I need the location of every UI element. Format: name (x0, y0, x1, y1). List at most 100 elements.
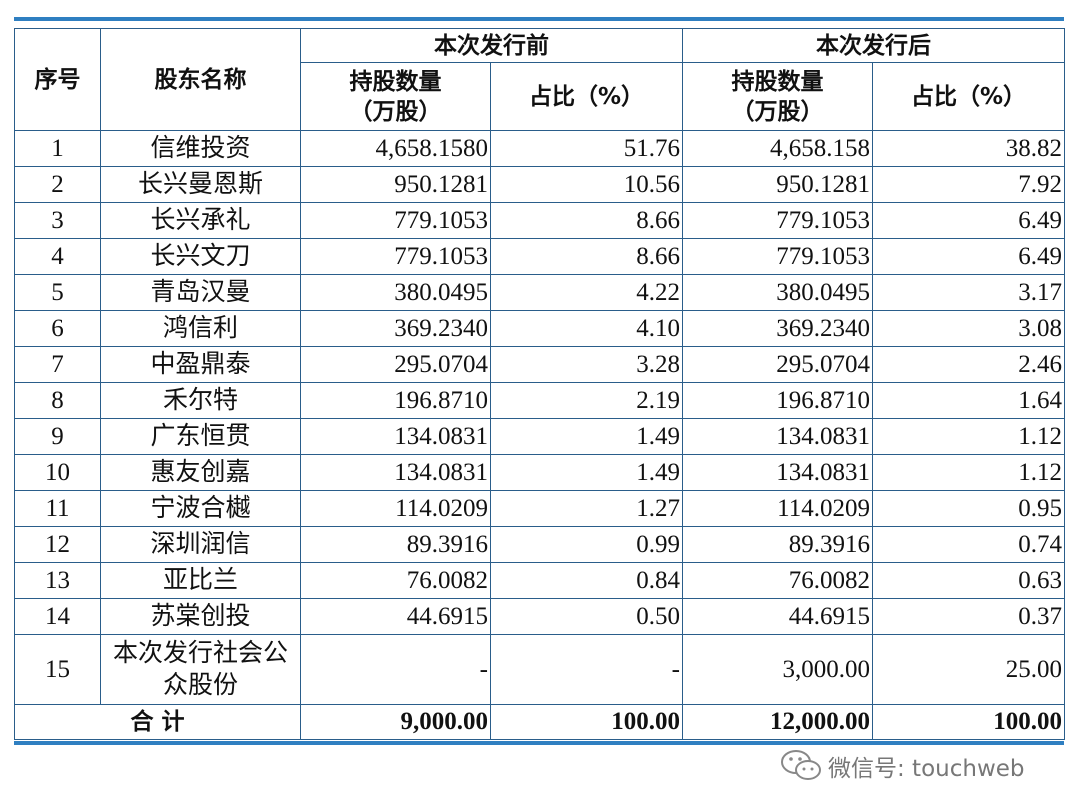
number-cell: 3.08 (872, 310, 1065, 347)
seq-cell: 9 (14, 418, 101, 455)
number-cell: - (490, 634, 683, 705)
header-cell: 持股数量 （万股） (682, 62, 873, 131)
header-cell: 占比（%） (872, 62, 1065, 131)
data-row: 10 惠友创嘉 134.0831 1.49 134.0831 1.12 (14, 454, 1065, 491)
number-cell: 0.84 (490, 562, 683, 599)
name-cell: 广东恒贯 (100, 418, 301, 455)
number-cell: 6.49 (872, 202, 1065, 239)
number-cell: 380.0495 (682, 274, 873, 311)
header-row: 序号 股东名称 本次发行前 本次发行后 (14, 28, 1065, 131)
data-row: 3 长兴承礼 779.1053 8.66 779.1053 6.49 (14, 202, 1065, 239)
watermark-text: 微信号: touchweb (828, 756, 1025, 782)
number-cell: 295.0704 (300, 346, 491, 383)
number-cell: 196.8710 (682, 382, 873, 419)
number-cell: 134.0831 (300, 454, 491, 491)
number-cell: 1.49 (490, 454, 683, 491)
number-cell: 8.66 (490, 238, 683, 275)
data-row: 6 鸿信利 369.2340 4.10 369.2340 3.08 (14, 310, 1065, 347)
total-cell: 9,000.00 (300, 704, 491, 740)
data-row: 14 苏棠创投 44.6915 0.50 44.6915 0.37 (14, 598, 1065, 635)
number-cell: 369.2340 (300, 310, 491, 347)
name-cell: 长兴曼恩斯 (100, 166, 301, 203)
number-cell: 89.3916 (300, 526, 491, 563)
number-cell: 950.1281 (682, 166, 873, 203)
data-row: 4 长兴文刀 779.1053 8.66 779.1053 6.49 (14, 238, 1065, 275)
name-cell: 苏棠创投 (100, 598, 301, 635)
number-cell: 950.1281 (300, 166, 491, 203)
number-cell: 1.64 (872, 382, 1065, 419)
number-cell: 4,658.1580 (300, 130, 491, 167)
number-cell: 44.6915 (682, 598, 873, 635)
number-cell: 134.0831 (682, 418, 873, 455)
data-row: 15 本次发行社会公众股份 - -3,000.00 25.00 (14, 634, 1065, 705)
number-cell: 0.95 (872, 490, 1065, 527)
header-line: 持股数量 (731, 68, 824, 95)
header-cell: 占比（%） (490, 62, 683, 131)
number-cell: 44.6915 (300, 598, 491, 635)
seq-cell: 12 (14, 526, 101, 563)
number-cell: 779.1053 (300, 202, 491, 239)
bottom-rule (14, 741, 1064, 745)
number-cell: - (300, 634, 491, 705)
number-cell: 2.46 (872, 346, 1065, 383)
seq-cell: 4 (14, 238, 101, 275)
data-row: 5 青岛汉曼 380.0495 4.22 380.0495 3.17 (14, 274, 1065, 311)
total-cell: 100.00 (872, 704, 1065, 740)
number-cell: 4.10 (490, 310, 683, 347)
name-cell: 本次发行社会公众股份 (100, 634, 301, 705)
number-cell: 369.2340 (682, 310, 873, 347)
number-cell: 10.56 (490, 166, 683, 203)
number-cell: 4.22 (490, 274, 683, 311)
header-line: （万股） (349, 98, 442, 125)
seq-cell: 3 (14, 202, 101, 239)
data-row: 12 深圳润信 89.3916 0.99 89.3916 0.74 (14, 526, 1065, 563)
number-cell: 3,000.00 (682, 634, 873, 705)
number-cell: 3.17 (872, 274, 1065, 311)
number-cell: 0.99 (490, 526, 683, 563)
data-row: 13 亚比兰 76.0082 0.84 76.0082 0.63 (14, 562, 1065, 599)
number-cell: 779.1053 (682, 202, 873, 239)
data-row: 7 中盈鼎泰 295.0704 3.28 295.0704 2.46 (14, 346, 1065, 383)
shareholding-table: 序号 股东名称 本次发行前 本次发行后 持股数量 （万股） 占比（%） 持股数量 （万股） 占比（… (14, 28, 1065, 740)
number-cell: 38.82 (872, 130, 1065, 167)
name-cell: 青岛汉曼 (100, 274, 301, 311)
seq-cell: 1 (14, 130, 101, 167)
name-cell: 长兴承礼 (100, 202, 301, 239)
total-cell: 12,000.00 (682, 704, 873, 740)
number-cell: 779.1053 (300, 238, 491, 275)
name-cell: 惠友创嘉 (100, 454, 301, 491)
number-cell: 114.0209 (300, 490, 491, 527)
number-cell: 114.0209 (682, 490, 873, 527)
name-cell: 鸿信利 (100, 310, 301, 347)
number-cell: 25.00 (872, 634, 1065, 705)
data-row: 11 宁波合樾 114.0209 1.27 114.0209 0.95 (14, 490, 1065, 527)
number-cell: 196.8710 (300, 382, 491, 419)
seq-cell: 2 (14, 166, 101, 203)
wechat-icon (781, 750, 821, 780)
number-cell: 0.63 (872, 562, 1065, 599)
name-cell: 深圳润信 (100, 526, 301, 563)
data-row: 8 禾尔特 196.8710 2.19 196.8710 1.64 (14, 382, 1065, 419)
seq-cell: 11 (14, 490, 101, 527)
header-line: 持股数量 (349, 68, 442, 95)
number-cell: 295.0704 (682, 346, 873, 383)
seq-cell: 6 (14, 310, 101, 347)
number-cell: 1.12 (872, 454, 1065, 491)
data-row: 1 信维投资 4,658.1580 51.76 4,658.158 38.82 (14, 130, 1065, 167)
name-cell: 禾尔特 (100, 382, 301, 419)
number-cell: 76.0082 (682, 562, 873, 599)
header-group: 本次发行前 (300, 28, 683, 63)
number-cell: 1.49 (490, 418, 683, 455)
name-cell: 宁波合樾 (100, 490, 301, 527)
number-cell: 779.1053 (682, 238, 873, 275)
seq-cell: 7 (14, 346, 101, 383)
header-line: （万股） (731, 98, 824, 125)
number-cell: 3.28 (490, 346, 683, 383)
number-cell: 89.3916 (682, 526, 873, 563)
number-cell: 0.50 (490, 598, 683, 635)
name-cell: 中盈鼎泰 (100, 346, 301, 383)
data-row: 2 长兴曼恩斯 950.1281 10.56 950.1281 7.92 (14, 166, 1065, 203)
header-line: 占比（%） (910, 83, 1027, 110)
seq-cell: 8 (14, 382, 101, 419)
